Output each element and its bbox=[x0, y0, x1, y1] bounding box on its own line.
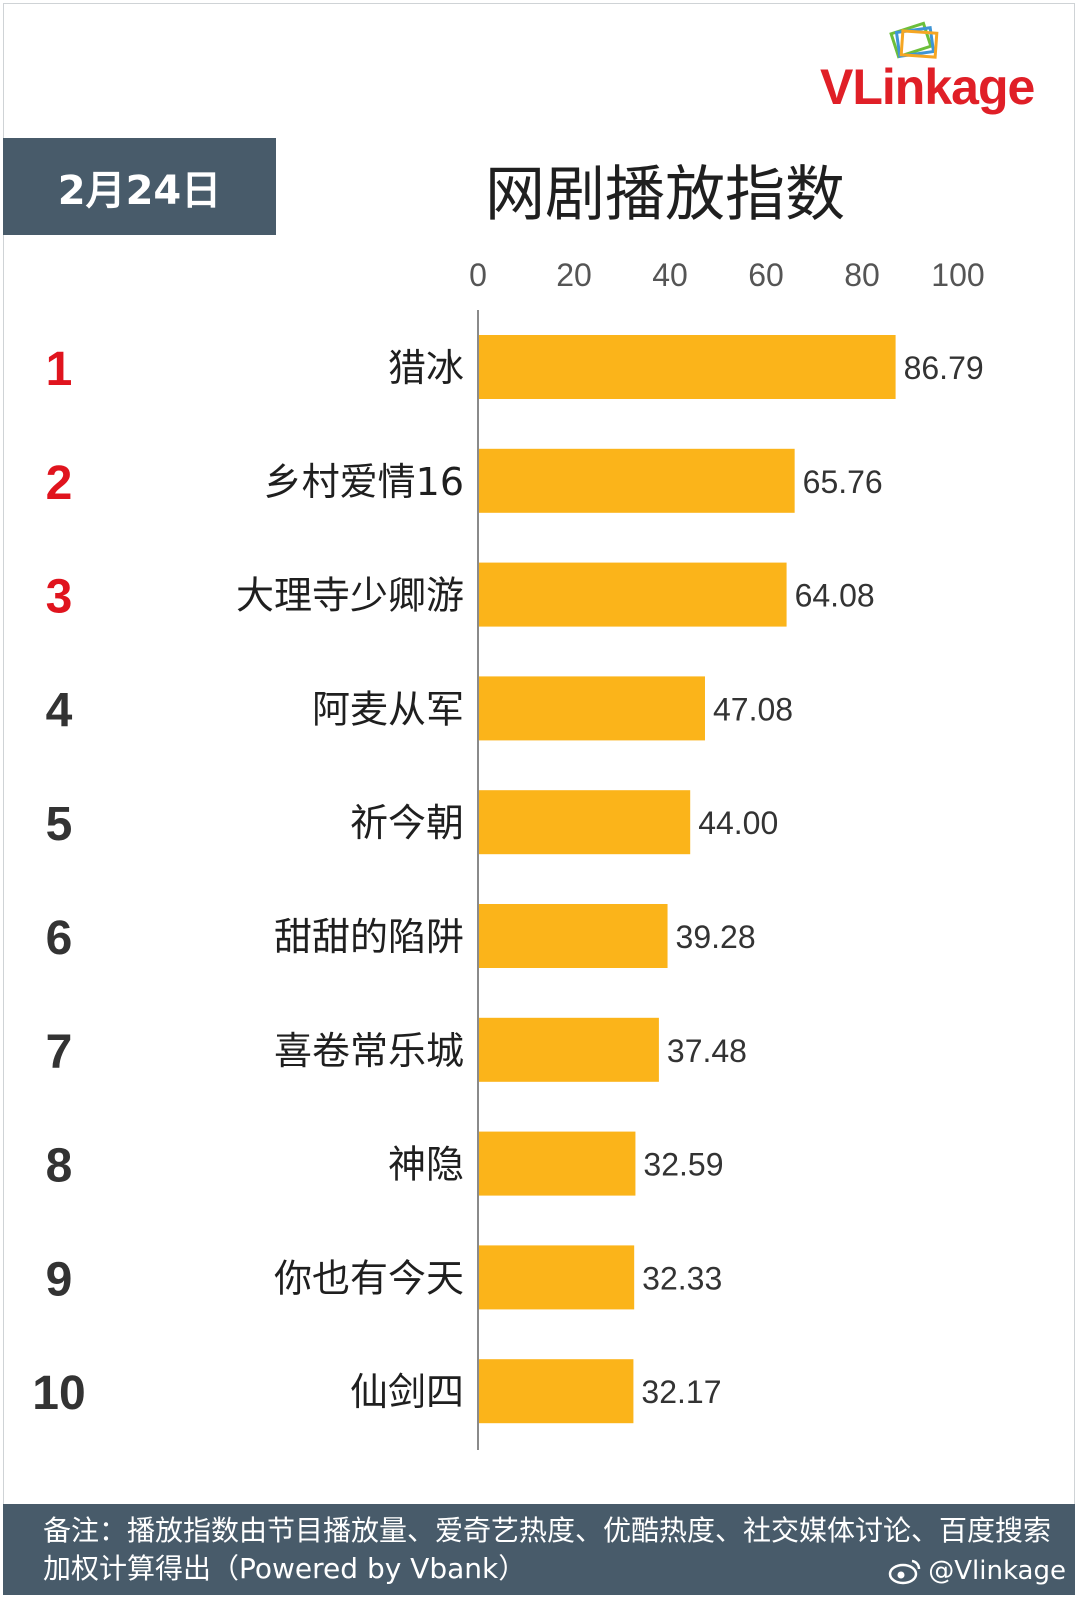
rank-label: 7 bbox=[46, 1026, 73, 1079]
rank-label: 1 bbox=[46, 343, 73, 396]
x-tick-label: 40 bbox=[652, 257, 688, 293]
value-label: 65.76 bbox=[803, 464, 883, 500]
logo-cards-icon bbox=[889, 21, 939, 59]
category-label: 你也有今天 bbox=[274, 1256, 464, 1300]
rank-label: 10 bbox=[32, 1367, 85, 1420]
value-label: 86.79 bbox=[904, 350, 984, 386]
rank-label: 8 bbox=[46, 1140, 73, 1193]
bar bbox=[479, 1245, 635, 1310]
value-label: 32.59 bbox=[643, 1147, 723, 1183]
bar bbox=[479, 1017, 659, 1082]
category-label: 阿麦从军 bbox=[312, 687, 464, 731]
bar bbox=[479, 1359, 634, 1424]
value-label: 37.48 bbox=[667, 1033, 747, 1069]
footer-note-text: 备注：播放指数由节目播放量、爱奇艺热度、优酷热度、社交媒体讨论、百度搜索加权计算… bbox=[43, 1514, 1052, 1585]
x-tick-label: 0 bbox=[469, 257, 487, 293]
x-tick-label: 60 bbox=[748, 257, 784, 293]
bar bbox=[479, 562, 787, 627]
category-label: 甜甜的陷阱 bbox=[274, 915, 464, 959]
category-label: 喜卷常乐城 bbox=[274, 1029, 464, 1073]
date-badge: 2月24日 bbox=[3, 138, 276, 235]
bar bbox=[479, 676, 705, 741]
x-tick-label: 20 bbox=[556, 257, 592, 293]
x-tick-label: 80 bbox=[844, 257, 880, 293]
weibo-icon bbox=[889, 1559, 921, 1585]
category-label: 神隐 bbox=[388, 1143, 464, 1187]
x-tick-label: 100 bbox=[931, 257, 984, 293]
bar bbox=[479, 904, 668, 968]
bar bbox=[479, 448, 795, 513]
rank-label: 2 bbox=[46, 457, 73, 510]
category-label: 乡村爱情16 bbox=[264, 460, 464, 504]
rank-label: 4 bbox=[46, 684, 73, 737]
value-label: 39.28 bbox=[676, 919, 756, 955]
footer-note: 备注：播放指数由节目播放量、爱奇艺热度、优酷热度、社交媒体讨论、百度搜索加权计算… bbox=[3, 1504, 1075, 1595]
rank-label: 6 bbox=[46, 912, 73, 965]
logo-wordmark: VLinkage bbox=[820, 59, 1035, 115]
rank-label: 9 bbox=[46, 1253, 73, 1306]
bar bbox=[479, 335, 896, 399]
bar bbox=[479, 1131, 636, 1196]
bar bbox=[479, 790, 691, 855]
vlinkage-logo: VLinkage bbox=[820, 18, 1070, 118]
category-label: 猎冰 bbox=[388, 346, 464, 390]
value-label: 44.00 bbox=[698, 805, 778, 841]
value-label: 32.33 bbox=[642, 1260, 722, 1296]
rank-label: 5 bbox=[46, 798, 73, 851]
weibo-handle: @Vlinkage bbox=[928, 1556, 1066, 1586]
weibo-credit: @Vlinkage bbox=[888, 1556, 1066, 1586]
chart-title: 网剧播放指数 bbox=[485, 160, 845, 230]
value-label: 47.08 bbox=[713, 691, 793, 727]
category-label: 大理寺少卿游 bbox=[236, 574, 464, 618]
bar-chart: 0 20 40 60 80 100 86.79 猎冰 1 65.76 乡村爱情16 2 64.08 大理寺… bbox=[32, 257, 985, 1450]
rank-label: 3 bbox=[46, 571, 73, 624]
category-label: 祈今朝 bbox=[350, 801, 464, 845]
category-label: 仙剑四 bbox=[350, 1370, 464, 1414]
value-label: 64.08 bbox=[795, 578, 875, 614]
value-label: 32.17 bbox=[641, 1374, 721, 1410]
